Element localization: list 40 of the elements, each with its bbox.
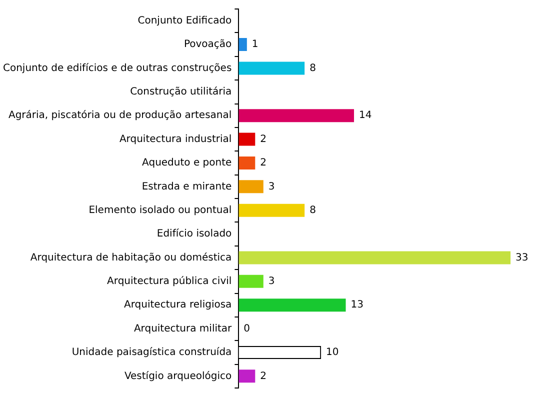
- data-label: 8: [310, 62, 316, 74]
- data-label: 0: [244, 323, 250, 334]
- bar: [238, 180, 264, 194]
- y-tick-label: Conjunto Edificado: [138, 15, 232, 26]
- data-label: 2: [260, 370, 267, 382]
- y-tick-label: Povoação: [184, 39, 232, 50]
- y-tick-label: Vestígio arqueológico: [124, 370, 232, 382]
- y-tick-label: Conjunto de edifícios e de outras construções: [2, 62, 232, 74]
- data-label: 14: [359, 110, 372, 122]
- y-tick-label: Estrada e mirante: [142, 181, 232, 192]
- y-tick-label: Arquitectura militar: [134, 323, 233, 334]
- y-tick-label: Elemento isolado ou pontual: [88, 204, 232, 216]
- y-tick-label: Aqueduto e ponte: [142, 158, 232, 169]
- y-tick-label: Arquitectura industrial: [119, 134, 232, 145]
- bar: [238, 298, 346, 312]
- data-label: 2: [260, 134, 267, 145]
- bar: [238, 38, 247, 52]
- bar: [238, 370, 256, 383]
- data-label: 1: [252, 39, 258, 50]
- data-label: 33: [516, 252, 528, 264]
- bar: [238, 274, 264, 288]
- y-tick-label: Agrária, piscatória ou de produção artesanal: [8, 110, 232, 122]
- bar: [238, 204, 305, 217]
- y-tick-label: Arquitectura religiosa: [124, 300, 232, 311]
- data-label: 3: [268, 181, 275, 192]
- bar: [238, 62, 305, 75]
- bar: [238, 251, 511, 264]
- y-tick-label: Edifício isolado: [156, 228, 232, 240]
- bar: [238, 109, 354, 122]
- y-tick-label: Arquitectura de habitação ou doméstica: [30, 252, 232, 264]
- y-tick-label: Arquitectura pública civil: [107, 276, 232, 287]
- data-label: 3: [268, 276, 275, 287]
- data-label: 13: [350, 300, 364, 311]
- data-label: 10: [326, 347, 339, 358]
- data-label: 8: [310, 204, 316, 216]
- bar: [238, 132, 256, 146]
- y-tick-label: Unidade paisagística construída: [72, 347, 232, 358]
- bar: [238, 156, 256, 170]
- y-tick-label: Construção utilitária: [130, 86, 232, 98]
- data-label: 2: [260, 158, 267, 169]
